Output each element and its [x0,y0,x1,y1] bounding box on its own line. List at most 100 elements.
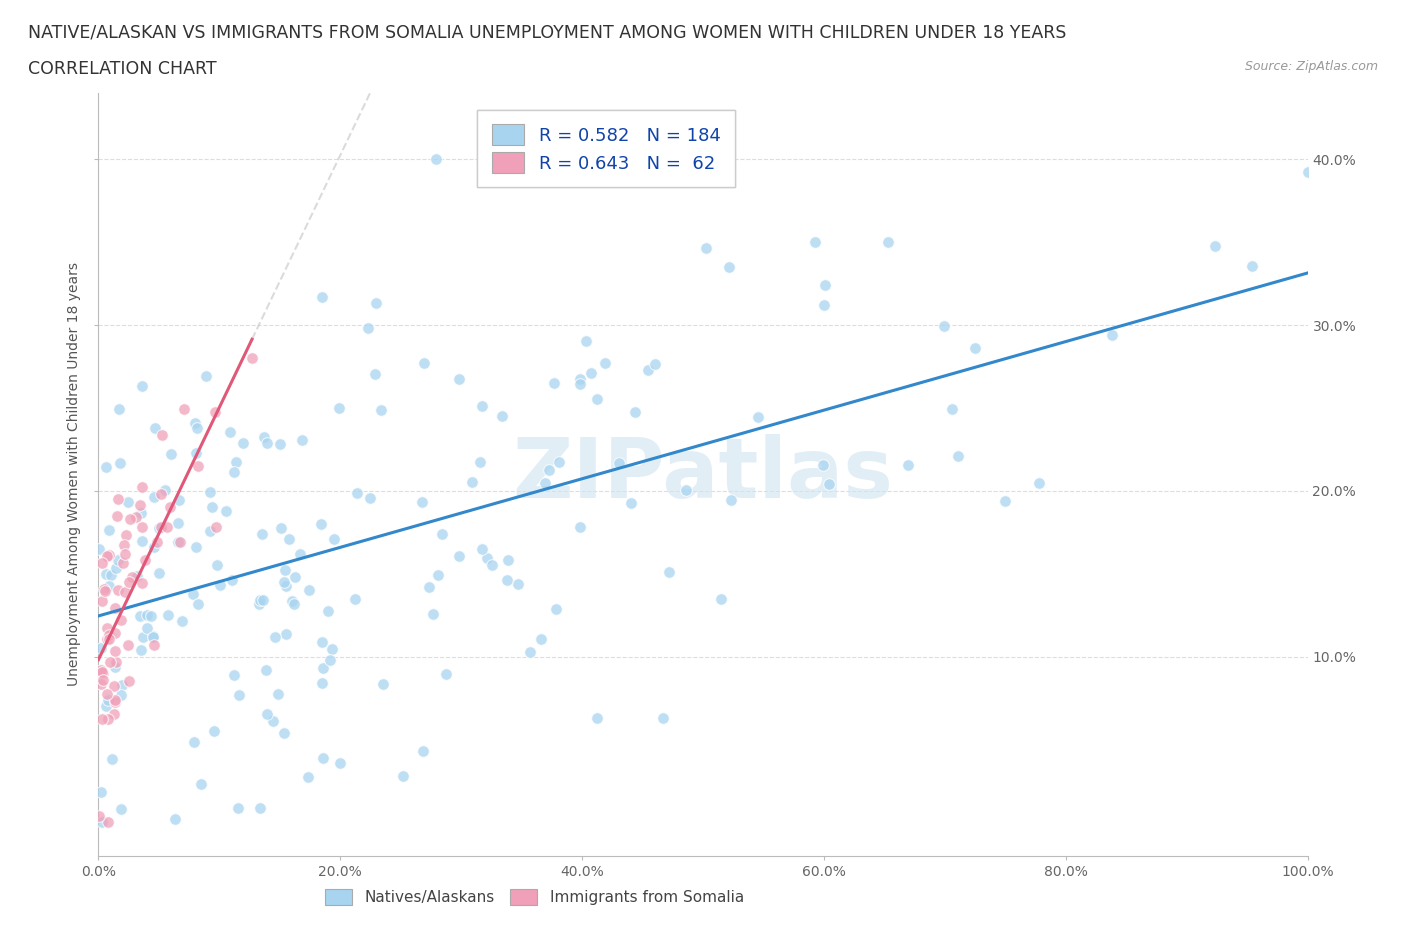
Point [114,527,136,542]
Point [222,668,245,683]
Point [136,607,159,622]
Point [586,711,609,725]
Point [593,356,616,371]
Point [318,604,340,618]
Point [506,577,529,591]
Point [252,592,274,607]
Point [98,523,121,538]
Point [186,420,208,435]
Point [240,351,263,365]
Point [329,756,352,771]
Point [425,152,447,166]
Point [125,510,148,525]
Point [170,613,193,628]
Point [934,318,956,333]
Point [96,620,118,635]
Point [104,601,127,616]
Point [111,556,134,571]
Point [543,376,565,391]
Point [232,436,254,451]
Point [312,660,335,675]
Point [418,579,440,594]
Point [91,593,114,608]
Point [103,678,125,693]
Point [96,686,118,701]
Point [112,538,135,552]
Point [222,465,245,480]
Point [877,234,900,249]
Point [94,698,117,713]
Point [104,561,127,576]
Point [359,490,381,505]
Point [91,664,114,679]
Point [114,585,136,600]
Point [149,486,172,501]
Point [121,569,143,584]
Point [160,446,183,461]
Point [183,735,205,750]
Point [117,637,139,652]
Point [422,606,444,621]
Point [273,575,295,590]
Point [461,474,484,489]
Point [184,416,207,431]
Point [117,495,139,510]
Point [107,491,129,506]
Point [228,688,250,703]
Point [111,678,134,693]
Point [131,576,153,591]
Point [249,592,271,607]
Point [104,694,127,709]
Point [156,520,179,535]
Point [132,629,155,644]
Point [371,677,394,692]
Point [530,631,553,646]
Point [201,499,224,514]
Point [1296,165,1319,179]
Point [186,445,208,460]
Point [91,665,114,680]
Point [145,535,167,550]
Point [131,480,153,495]
Point [127,569,149,584]
Point [813,458,835,472]
Point [533,476,555,491]
Point [695,240,717,255]
Point [471,541,494,556]
Point [256,662,278,677]
Point [280,593,302,608]
Y-axis label: Unemployment Among Women with Children Under 18 years: Unemployment Among Women with Children U… [67,262,82,686]
Point [153,482,176,497]
Point [98,655,121,670]
Point [323,532,346,547]
Point [250,526,273,541]
Point [169,534,191,549]
Point [110,612,132,627]
Point [131,379,153,393]
Point [104,659,127,674]
Point [184,539,207,554]
Point [187,458,209,473]
Point [710,591,733,606]
Point [447,372,470,387]
Point [104,643,127,658]
Point [150,428,173,443]
Point [173,401,195,416]
Point [575,333,598,348]
Point [491,408,513,423]
Point [105,509,128,524]
Point [91,711,114,726]
Point [411,495,433,510]
Point [814,278,837,293]
Point [496,573,519,588]
Point [120,512,142,526]
Point [105,655,128,670]
Point [118,575,141,590]
Point [221,572,243,587]
Point [568,371,591,386]
Point [364,296,387,311]
Point [470,455,492,470]
Point [813,297,835,312]
Point [471,398,494,413]
Point [141,609,163,624]
